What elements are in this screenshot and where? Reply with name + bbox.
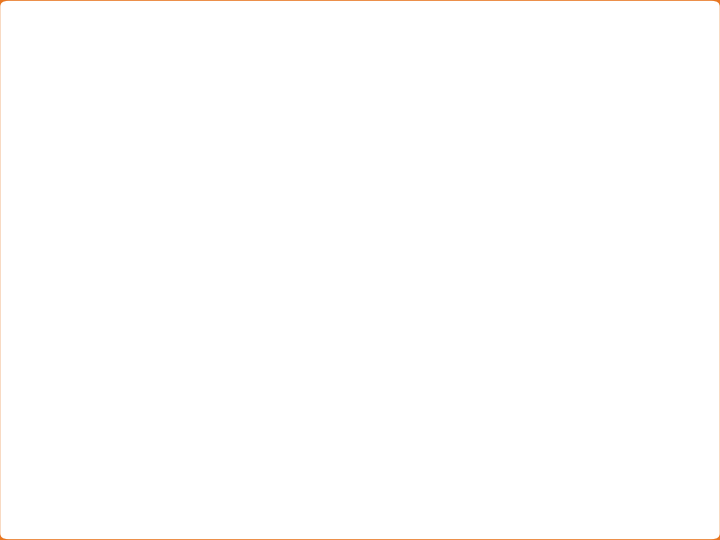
- Text: jmp .endif: jmp .endif: [99, 461, 189, 476]
- Text: je .else: je .else: [99, 365, 171, 380]
- Text: compares two integers: compares two integers: [266, 278, 487, 297]
- Text: ◦: ◦: [65, 136, 73, 151]
- Text: (bit-wise AND of %eax with 1): (bit-wise AND of %eax with 1): [216, 339, 472, 354]
- Text: –: –: [86, 242, 94, 257]
- Polygon shape: [620, 41, 639, 57]
- Text: Discarding the results, but setting the eflags register: Discarding the results, but setting the …: [99, 161, 524, 176]
- Text: andl $1, %eax: andl $1, %eax: [99, 339, 216, 354]
- Text: compares two integers: compares two integers: [217, 98, 438, 118]
- Text: jle .endloop: jle .endloop: [99, 242, 207, 257]
- Text: ◦: ◦: [65, 434, 73, 449]
- Text: –: –: [86, 365, 94, 380]
- Text: Example:: Example:: [81, 312, 156, 327]
- Text: 20: 20: [670, 512, 690, 527]
- Text: ◦: ◦: [65, 190, 73, 205]
- Text: Done by subtracting the first number from the second: Done by subtracting the first number fro…: [81, 136, 517, 151]
- Text: •: •: [42, 399, 53, 418]
- Text: Logical operation: Logical operation: [56, 278, 223, 297]
- Polygon shape: [635, 41, 654, 57]
- Text: Setting the EFLAGS Register: Setting the EFLAGS Register: [40, 33, 509, 62]
- Text: and: and: [189, 461, 229, 476]
- Polygon shape: [612, 57, 680, 75]
- Text: –: –: [86, 339, 94, 354]
- Text: –: –: [86, 161, 94, 176]
- Text: –: –: [86, 217, 94, 232]
- Text: –: –: [86, 461, 94, 476]
- Text: •: •: [42, 278, 53, 297]
- Text: jmp .loop: jmp .loop: [229, 461, 310, 476]
- Text: (computes %edx – 1): (computes %edx – 1): [216, 217, 406, 232]
- Bar: [612, 41, 680, 57]
- Text: Unconditional branch: Unconditional branch: [56, 399, 262, 418]
- Text: ◦: ◦: [65, 312, 73, 327]
- Text: Comparison: Comparison: [56, 98, 174, 118]
- Text: Example:: Example:: [81, 190, 156, 205]
- Polygon shape: [650, 41, 669, 57]
- Text: Example:: Example:: [81, 434, 156, 449]
- FancyBboxPatch shape: [610, 22, 683, 77]
- Text: andl: andl: [223, 278, 266, 296]
- Text: (looks at the sign flag and the zero flag): (looks at the sign flag and the zero fla…: [207, 242, 555, 257]
- Text: (looks at the zero flag): (looks at the zero flag): [171, 365, 414, 380]
- Text: jmp: jmp: [262, 400, 294, 418]
- Text: cmpl $1, %edx: cmpl $1, %edx: [99, 217, 216, 232]
- Text: •: •: [42, 98, 53, 118]
- Text: cmpl: cmpl: [174, 99, 217, 117]
